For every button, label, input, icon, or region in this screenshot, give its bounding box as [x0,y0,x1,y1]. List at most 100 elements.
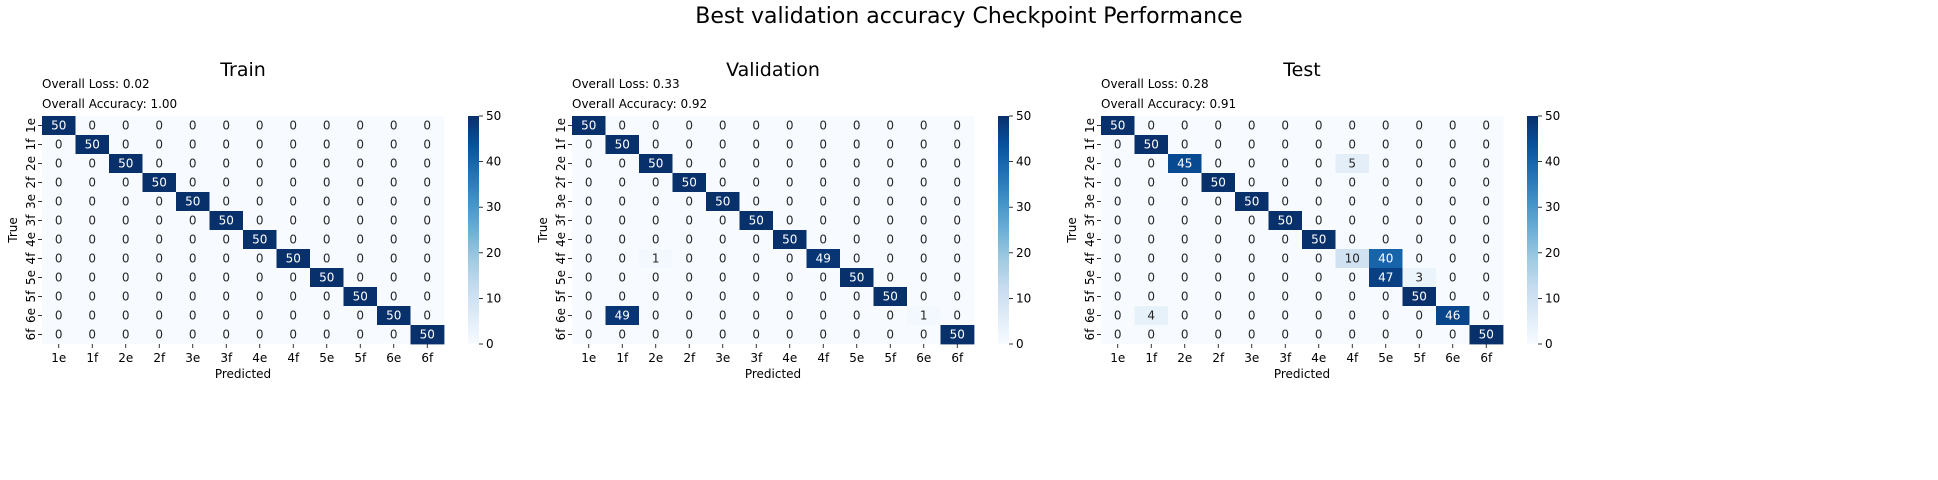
cell-value-label: 50 [1211,176,1226,190]
heatmap-cell [42,306,76,326]
cell-value-label: 0 [652,290,660,304]
x-tick-label: 1f [616,351,629,365]
heatmap-cell [1134,211,1169,231]
cell-value-label: 50 [219,214,234,228]
y-tick-label: 1e [554,118,568,133]
cell-value-label: 0 [256,157,264,171]
heatmap-cell [1201,306,1236,326]
x-tick-label: 1e [51,351,66,365]
heatmap-cell [1302,306,1336,326]
cell-value-label: 0 [1449,233,1457,247]
heatmap-cell [806,306,841,326]
heatmap-cell [109,306,143,326]
cell-value-label: 0 [289,195,297,209]
heatmap-cell [75,325,110,345]
cell-value-label: 0 [289,309,297,323]
heatmap-cell [706,154,740,174]
cell-value-label: 0 [886,233,894,247]
heatmap-cell [243,173,277,193]
heatmap-cell [639,249,673,269]
cell-value-label: 0 [390,138,398,152]
heatmap-cell [1134,230,1169,250]
heatmap-cell [1402,173,1437,193]
heatmap-cell [1369,173,1403,193]
cell-value-label: 0 [390,157,398,171]
heatmap-cell [1168,135,1202,155]
heatmap-cell [377,249,411,269]
cell-value-label: 0 [1415,195,1423,209]
heatmap-cell [907,325,941,345]
heatmap-cell [1268,154,1303,174]
heatmap-cell [1369,249,1403,269]
heatmap-cell [706,268,740,288]
cell-value-label: 0 [1248,309,1256,323]
heatmap-cell [1369,154,1403,174]
cell-value-label: 0 [786,119,794,133]
heatmap-cell [706,325,740,345]
cell-value-label: 0 [1114,309,1122,323]
cell-value-label: 0 [55,233,63,247]
heatmap-cell [176,230,210,250]
y-tick-label: 6e [554,308,568,323]
cell-value-label: 0 [1248,119,1256,133]
heatmap-cell [806,135,841,155]
cell-value-label: 0 [853,195,861,209]
heatmap-cell [209,268,244,288]
cell-value-label: 0 [853,138,861,152]
heatmap-cell [672,287,707,307]
heatmap-cell [639,135,673,155]
heatmap-cell [1268,211,1303,231]
heatmap-cell [1101,173,1135,193]
cell-value-label: 0 [189,176,197,190]
heatmap-cell [1168,192,1202,212]
heatmap-cell [276,211,311,231]
cell-value-label: 0 [786,157,794,171]
cell-value-label: 50 [581,119,596,133]
cell-value-label: 1 [920,309,928,323]
cell-value-label: 0 [189,271,197,285]
heatmap-cell [1335,135,1370,155]
heatmap-cell [806,192,841,212]
cell-value-label: 0 [1214,214,1222,228]
cell-value-label: 0 [953,214,961,228]
cell-value-label: 0 [585,290,593,304]
cell-value-label: 0 [585,176,593,190]
cell-value-label: 0 [1382,309,1390,323]
cell-value-label: 0 [356,119,364,133]
heatmap-cell [1168,249,1202,269]
cell-value-label: 0 [1449,290,1457,304]
x-tick-label: 3f [1279,351,1292,365]
x-tick-label: 1f [86,351,99,365]
heatmap-cell [672,230,707,250]
cell-value-label: 0 [1114,290,1122,304]
heatmap-cell [1302,116,1336,136]
heatmap-cell [109,249,143,269]
heatmap-cell [739,173,774,193]
x-tick-label: 2e [1177,351,1192,365]
cell-value-label: 0 [786,176,794,190]
heatmap-cell [209,325,244,345]
heatmap-cell [1168,173,1202,193]
cell-value-label: 0 [1415,214,1423,228]
heatmap-cell [377,325,411,345]
heatmap-cell [873,173,908,193]
cell-value-label: 0 [55,328,63,342]
cell-value-label: 0 [685,157,693,171]
heatmap-cell [1369,325,1403,345]
heatmap-cell [243,287,277,307]
heatmap-cell [310,249,344,269]
cell-value-label: 0 [719,271,727,285]
y-tick-label: 4e [1083,232,1097,247]
heatmap-cell [243,135,277,155]
cell-value-label: 0 [323,157,331,171]
heatmap-cell [1201,135,1236,155]
cell-value-label: 0 [155,138,163,152]
cell-value-label: 0 [1315,195,1323,209]
heatmap-cell [1235,230,1269,250]
cell-value-label: 0 [886,138,894,152]
cell-value-label: 0 [1449,195,1457,209]
cell-value-label: 0 [155,214,163,228]
cell-value-label: 0 [390,195,398,209]
heatmap-cell [940,116,975,136]
heatmap-cell [310,306,344,326]
